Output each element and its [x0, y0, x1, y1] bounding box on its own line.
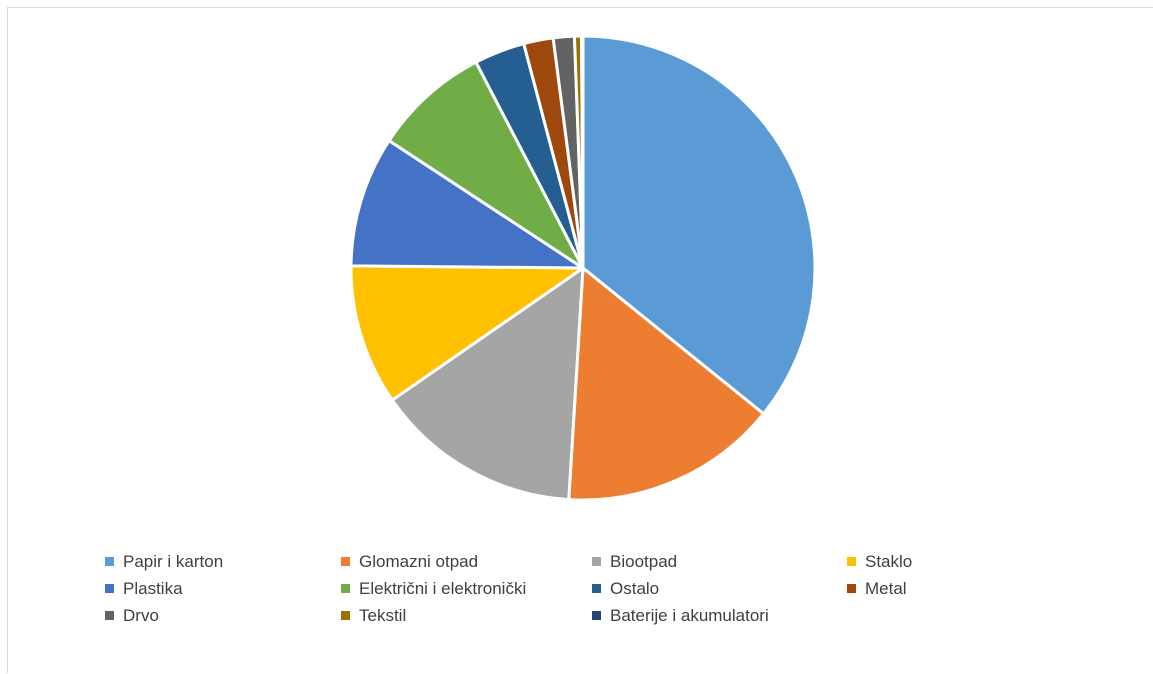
chart-area: Papir i karton Glomazni otpad Biootpad Stak…: [7, 7, 1153, 673]
legend-label: Glomazni otpad: [359, 551, 479, 571]
pie-slice-papir-i-karton: [581, 34, 817, 416]
pie-slice-plastika: [349, 139, 585, 270]
legend-swatch: [341, 611, 350, 620]
pie-slice-biootpad: [390, 266, 585, 502]
legend-item: Biootpad: [592, 548, 847, 575]
pie-slice-elektri-ni-i-elektroni-ki: [387, 60, 585, 270]
pie-slice-staklo: [349, 264, 585, 402]
chart-legend: Papir i karton Glomazni otpad Biootpad Stak…: [105, 548, 912, 629]
legend-item: Ostalo: [592, 575, 847, 602]
legend-item: Električni i elektronički: [341, 575, 592, 602]
pie-chart: [349, 34, 817, 502]
legend-label: Metal: [865, 578, 907, 598]
legend-label: Električni i elektronički: [359, 578, 527, 598]
legend-item: Staklo: [847, 548, 967, 575]
legend-swatch: [592, 557, 601, 566]
legend-item: Tekstil: [341, 602, 592, 629]
legend-swatch: [847, 584, 856, 593]
pie-slice-glomazni-otpad: [567, 266, 765, 502]
legend-item: Baterije i akumulatori: [592, 602, 847, 629]
legend-label: Plastika: [123, 578, 183, 598]
legend-label: Drvo: [123, 605, 159, 625]
legend-label: Biootpad: [610, 551, 678, 571]
legend-item: Plastika: [105, 575, 341, 602]
legend-label: Baterije i akumulatori: [610, 605, 769, 625]
legend-swatch: [341, 557, 350, 566]
legend-label: Papir i karton: [123, 551, 224, 571]
legend-swatch: [341, 584, 350, 593]
legend-swatch: [592, 584, 601, 593]
pie-slice-baterije-i-akumulatori: [580, 34, 585, 270]
legend-item: Papir i karton: [105, 548, 341, 575]
legend-item: Glomazni otpad: [341, 548, 592, 575]
legend-item: Drvo: [105, 602, 341, 629]
legend-swatch: [105, 611, 114, 620]
legend-swatch: [105, 557, 114, 566]
legend-swatch: [105, 584, 114, 593]
legend-label: Ostalo: [610, 578, 660, 598]
legend-label: Tekstil: [359, 605, 407, 625]
legend-item: Metal: [847, 575, 967, 602]
legend-swatch: [592, 611, 601, 620]
legend-swatch: [847, 557, 856, 566]
legend-label: Staklo: [865, 551, 913, 571]
